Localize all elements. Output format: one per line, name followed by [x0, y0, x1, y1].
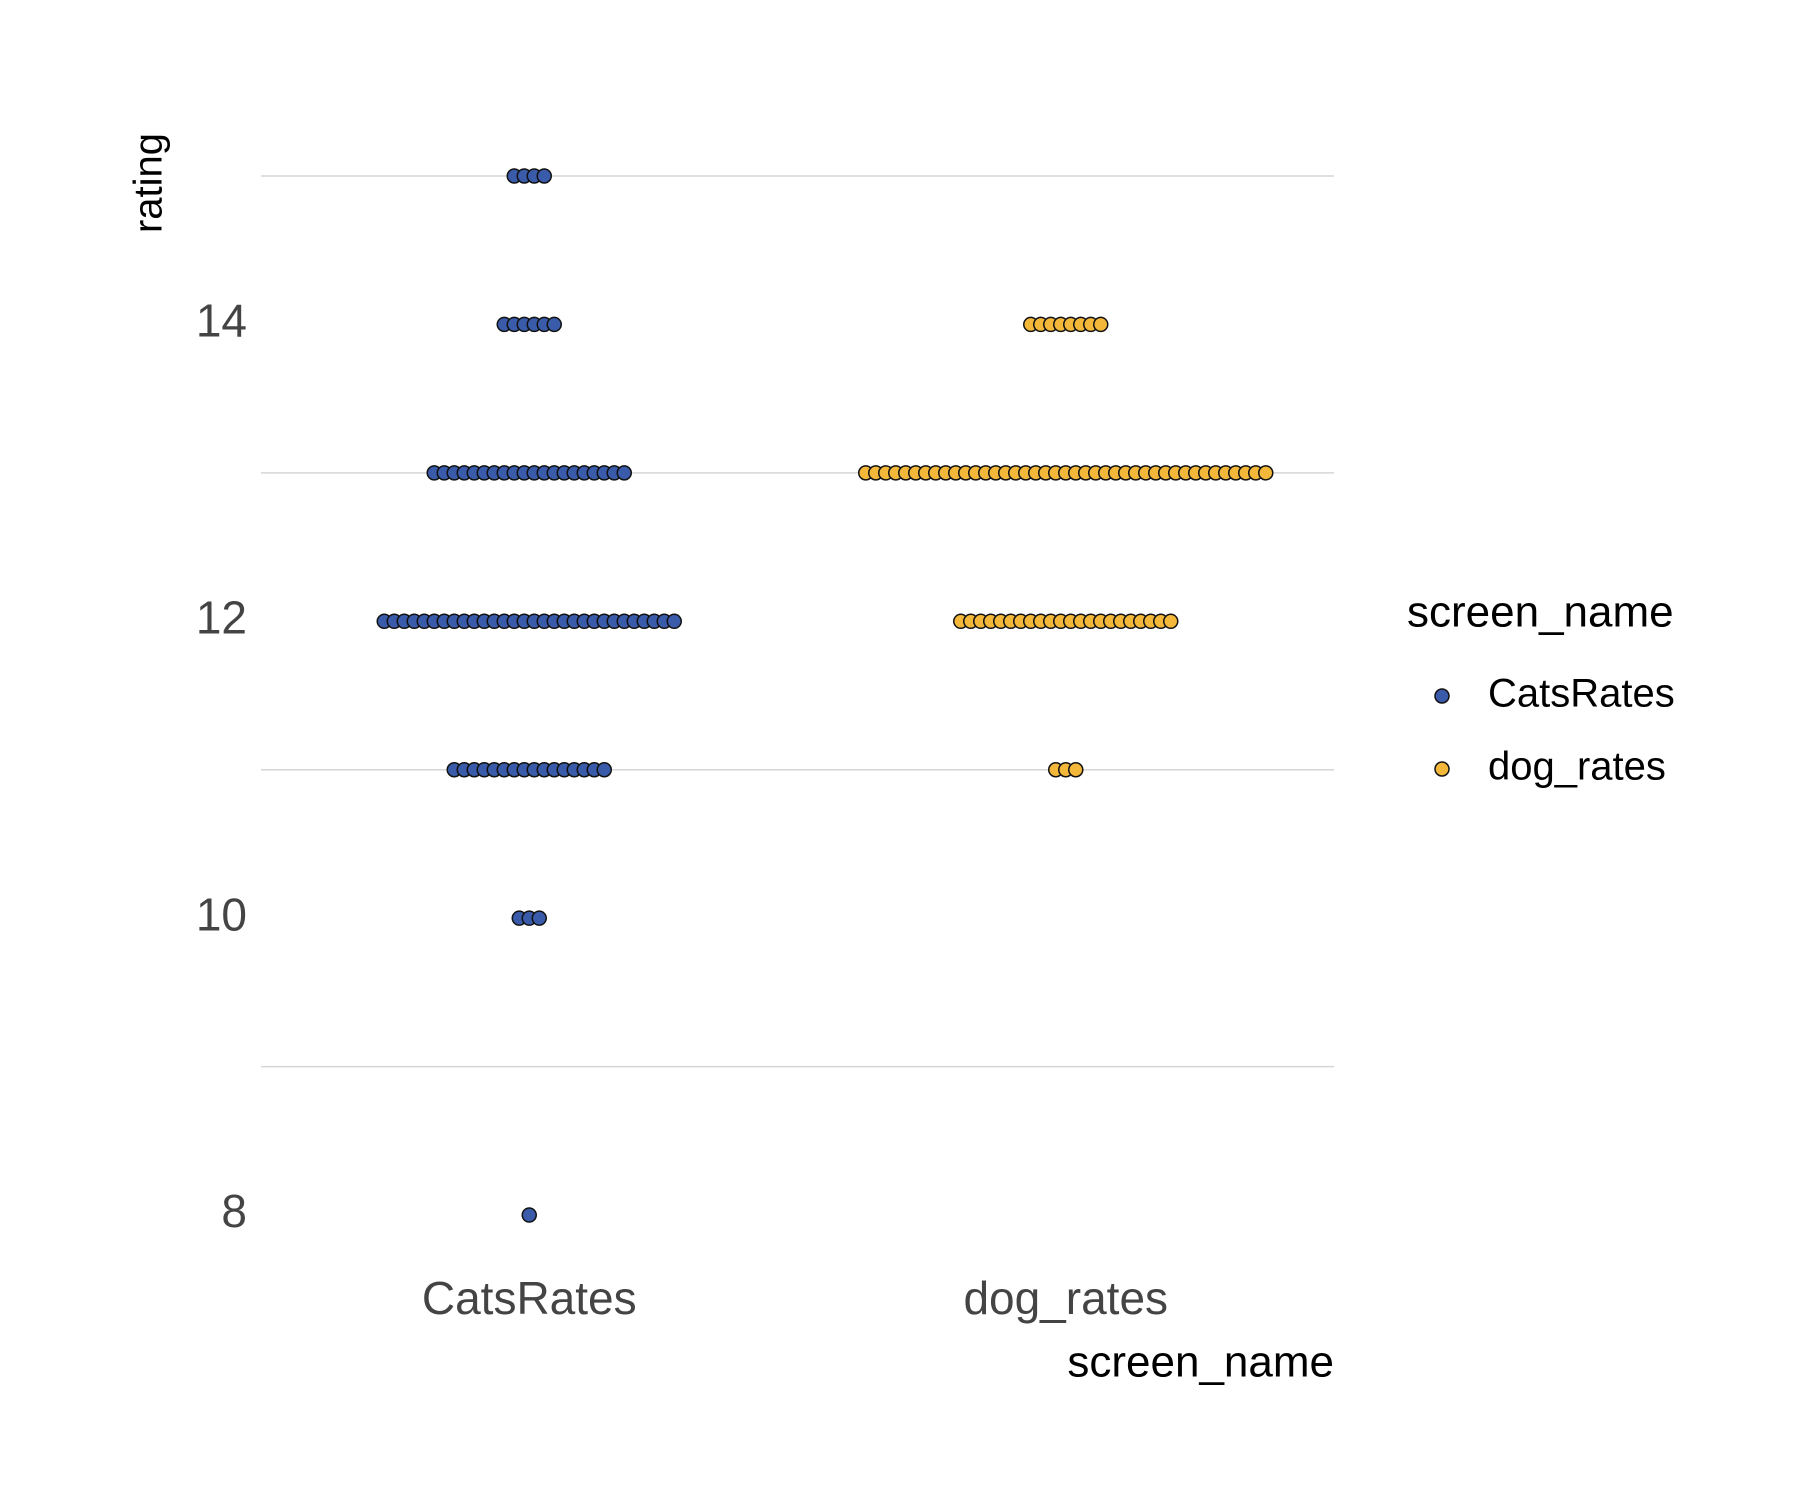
y-tick-label: 14	[196, 295, 247, 347]
y-axis-title: rating	[127, 133, 171, 233]
point	[521, 1207, 537, 1223]
legend-label: dog_rates	[1488, 745, 1666, 789]
y-tick-label: 8	[221, 1185, 247, 1237]
point	[596, 761, 612, 778]
point	[616, 465, 632, 481]
point	[1163, 613, 1179, 630]
point	[546, 316, 562, 333]
point	[1258, 465, 1274, 481]
x-tick-label: CatsRates	[422, 1272, 637, 1324]
legend-swatch	[1434, 688, 1450, 704]
legend-swatch	[1434, 761, 1450, 777]
point	[531, 910, 547, 926]
point	[1068, 761, 1084, 778]
point	[536, 168, 552, 184]
legend-label: CatsRates	[1488, 672, 1675, 716]
point	[1093, 316, 1109, 333]
y-tick-label: 10	[196, 888, 247, 940]
legend-title: screen_name	[1407, 588, 1674, 637]
y-tick-label: 12	[196, 591, 247, 643]
x-axis-title: screen_name	[1067, 1338, 1334, 1387]
x-tick-label: dog_rates	[963, 1272, 1168, 1324]
point	[666, 613, 682, 630]
